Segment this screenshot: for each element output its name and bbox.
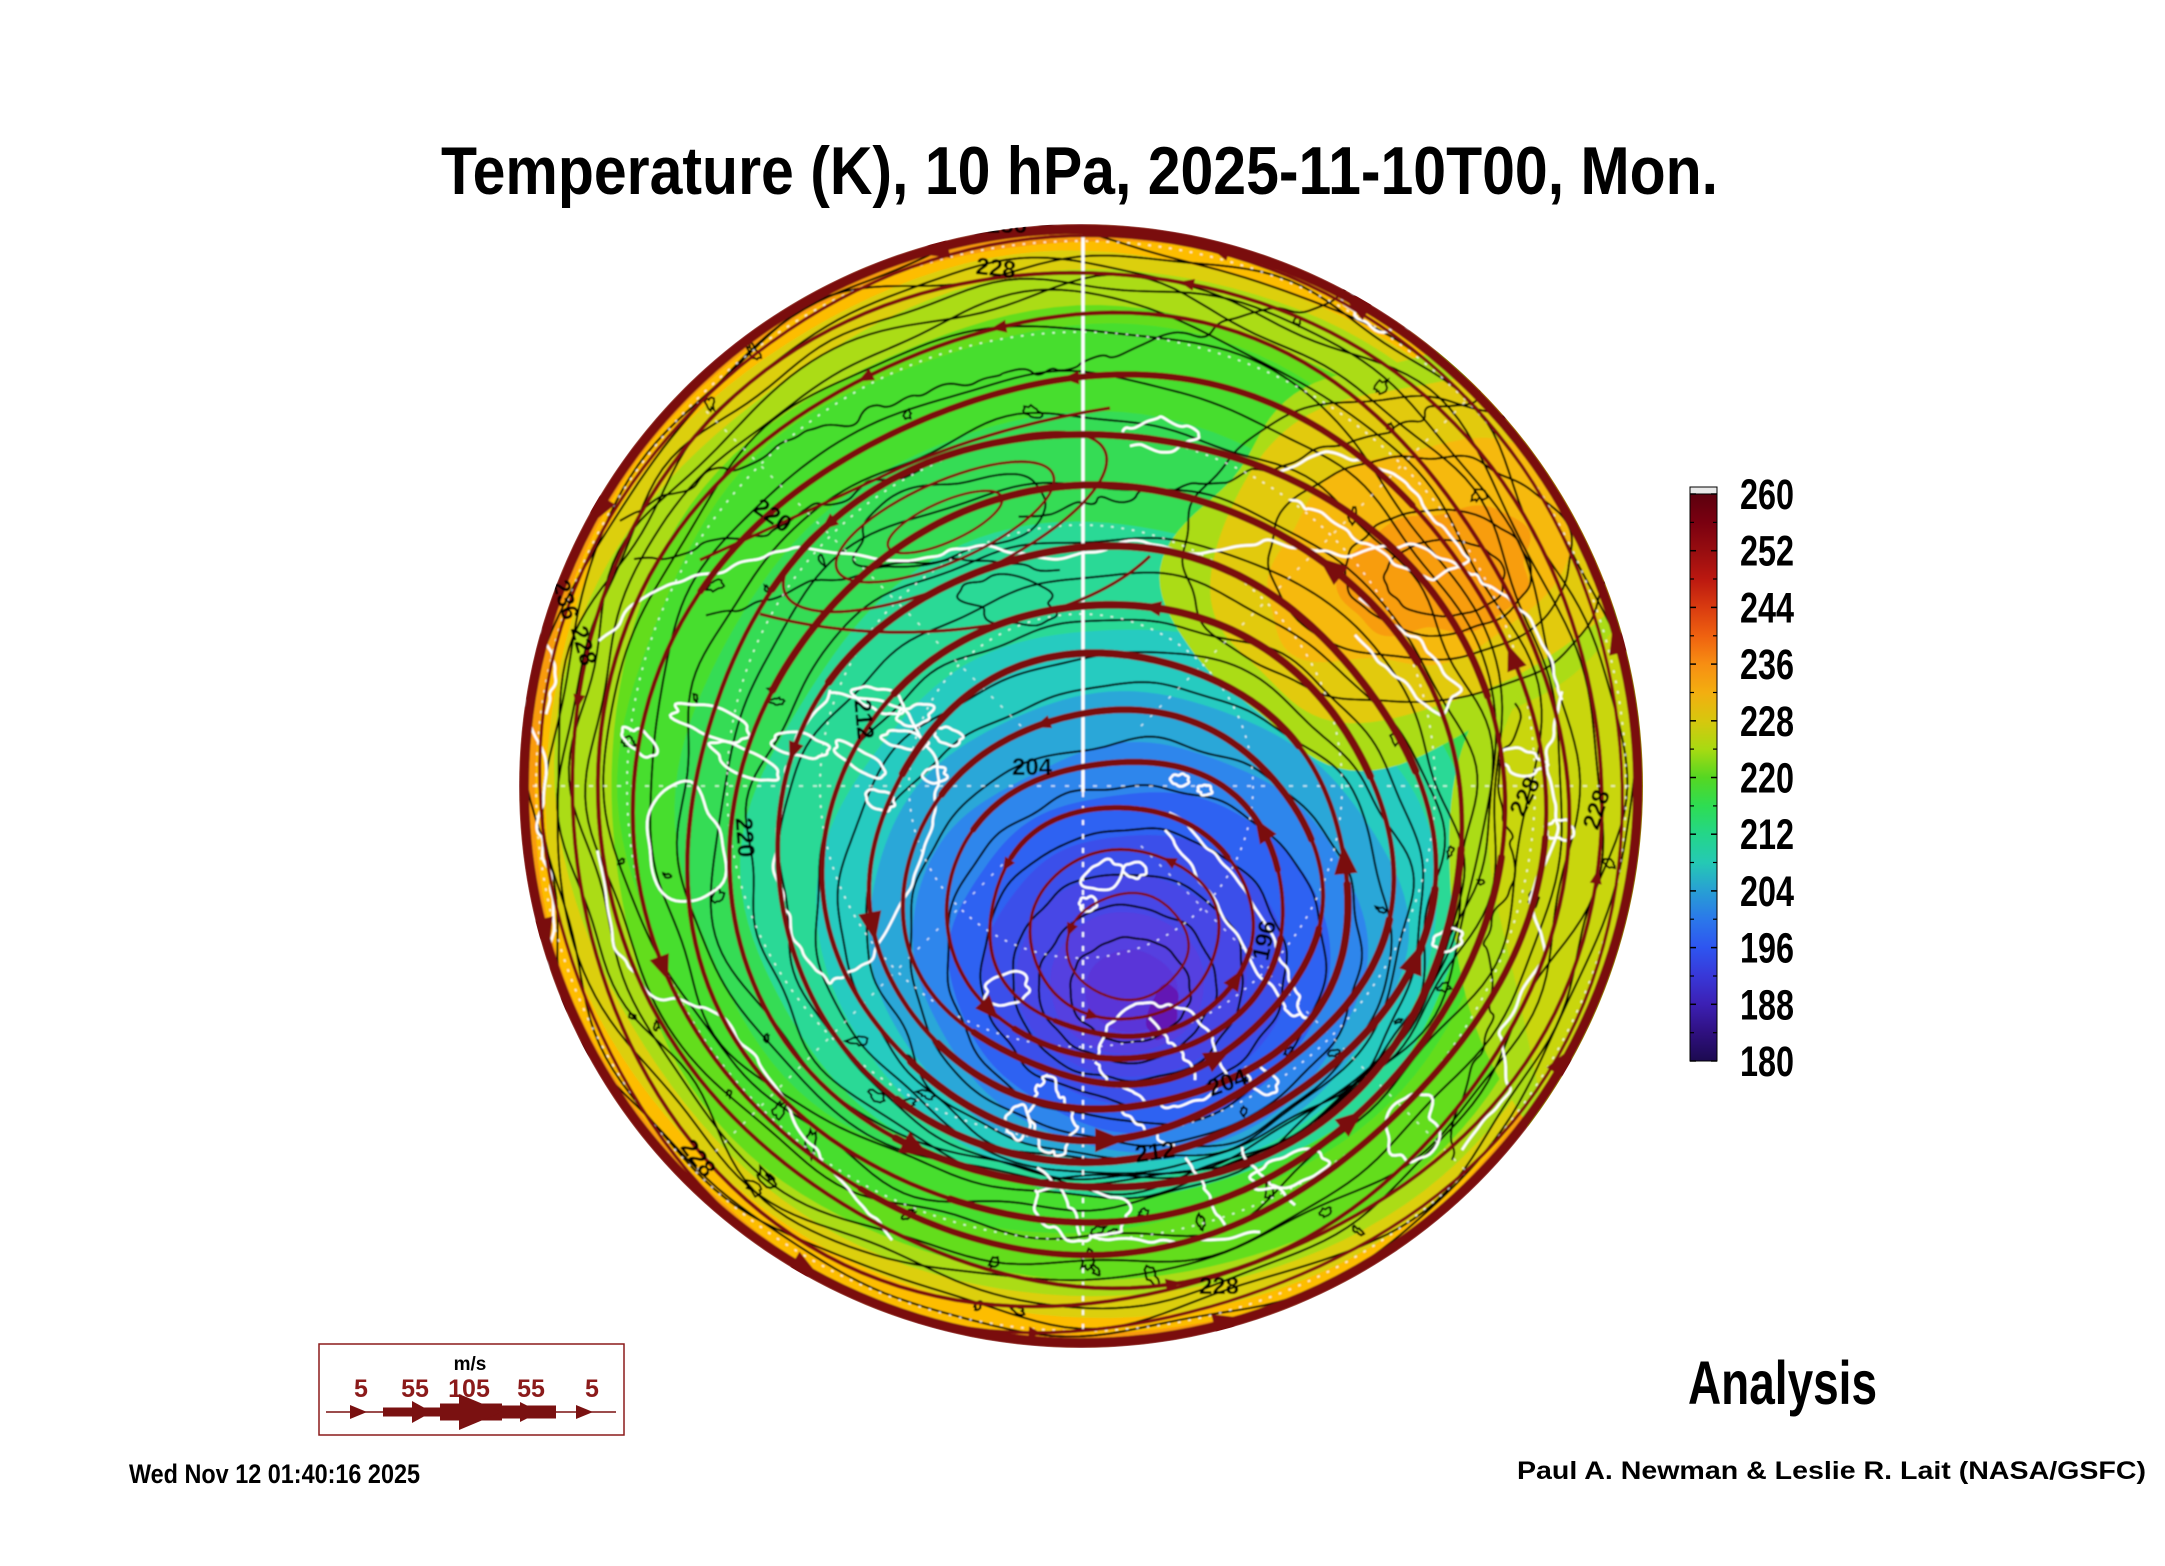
svg-text:55: 55 [401,1375,429,1403]
svg-text:228: 228 [1740,698,1794,746]
svg-text:244: 244 [1740,584,1794,632]
svg-text:236: 236 [1740,641,1794,689]
svg-text:m/s: m/s [454,1354,487,1375]
svg-text:212: 212 [1740,811,1794,859]
svg-text:180: 180 [1740,1038,1794,1086]
svg-text:204: 204 [1740,868,1794,916]
svg-text:Temperature (K), 10 hPa, 2025-: Temperature (K), 10 hPa, 2025-11-10T00, … [441,133,1718,209]
svg-text:204: 204 [1012,754,1053,781]
svg-text:55: 55 [517,1375,545,1403]
svg-text:188: 188 [1740,981,1794,1029]
svg-text:252: 252 [1740,528,1794,576]
svg-text:260: 260 [1740,471,1794,519]
svg-text:220: 220 [730,817,760,859]
svg-text:Paul A. Newman & Leslie R. Lai: Paul A. Newman & Leslie R. Lait (NASA/GS… [1517,1457,2146,1485]
svg-text:5: 5 [354,1375,368,1403]
svg-text:212: 212 [1133,1136,1176,1168]
svg-text:228: 228 [974,253,1017,284]
svg-text:Analysis: Analysis [1688,1349,1877,1417]
svg-text:Wed Nov 12 01:40:16 2025: Wed Nov 12 01:40:16 2025 [129,1459,420,1489]
svg-text:220: 220 [1740,755,1794,803]
svg-text:196: 196 [1740,925,1794,973]
svg-text:5: 5 [585,1375,599,1403]
svg-text:228: 228 [1199,1273,1239,1300]
svg-text:212: 212 [848,698,878,740]
